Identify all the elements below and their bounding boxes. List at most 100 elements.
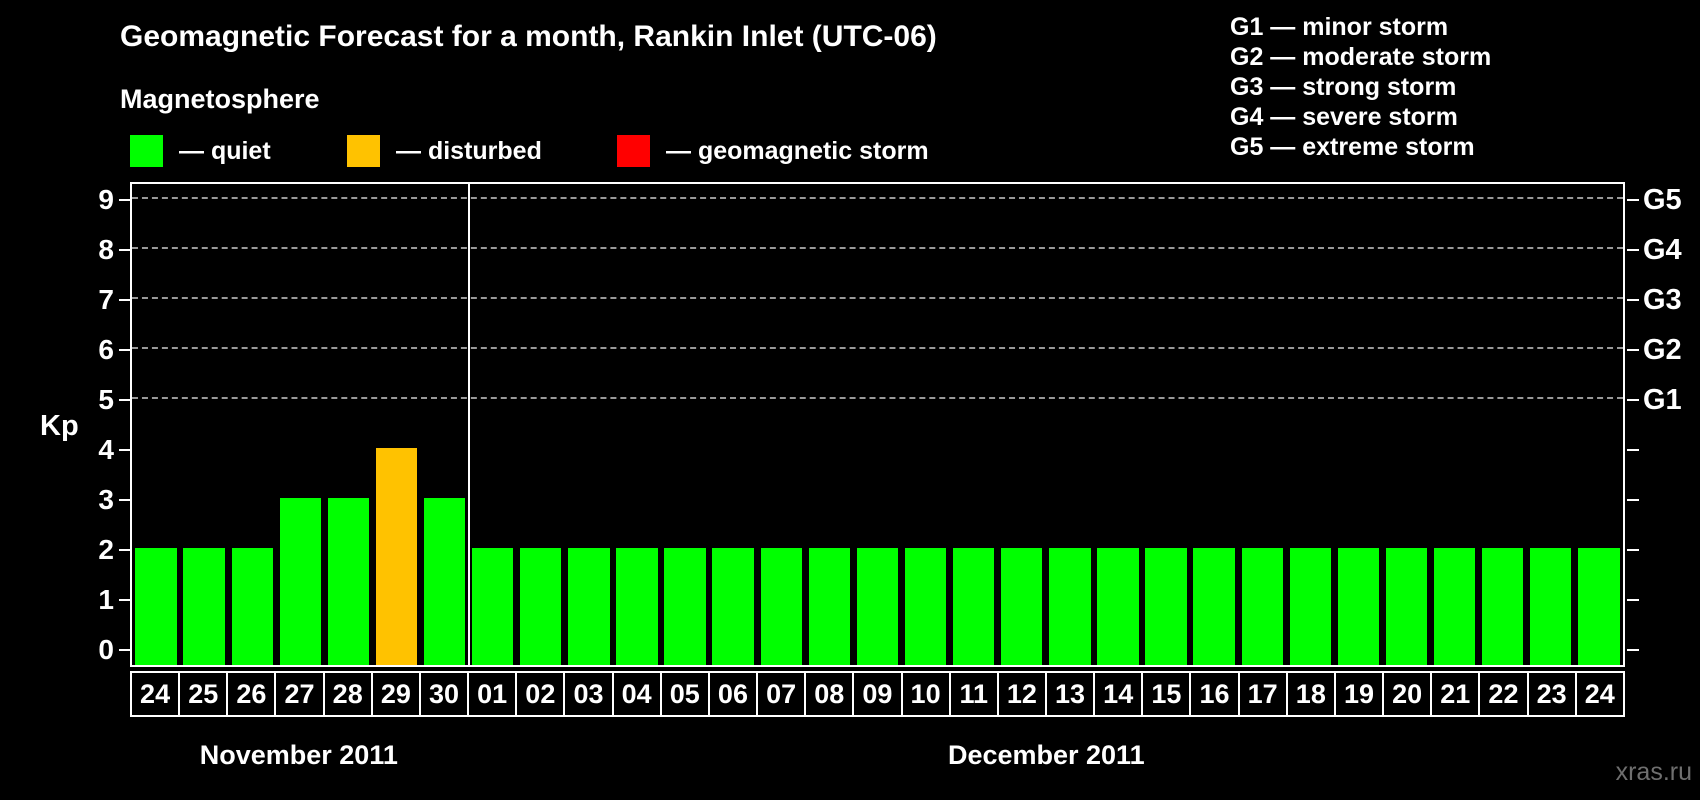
y-axis-ticks-left bbox=[119, 182, 131, 667]
g-axis-labels: G1 G2 G3 G4 G5 bbox=[1643, 182, 1700, 667]
y-tick-label-6: 6 bbox=[98, 334, 114, 365]
legend-item-storm: — geomagnetic storm bbox=[617, 134, 929, 168]
bar-slot bbox=[1382, 184, 1430, 665]
bar-day-24 bbox=[1578, 548, 1620, 665]
g-axis-label-g2: G2 bbox=[1643, 334, 1682, 366]
y-tick-4-left bbox=[119, 449, 131, 451]
y-tick-8-left bbox=[119, 249, 131, 251]
bar-day-25 bbox=[183, 548, 225, 665]
bar-day-20 bbox=[1385, 548, 1428, 665]
bar-slot bbox=[276, 184, 324, 665]
bar-day-08 bbox=[808, 548, 851, 665]
bar-day-26 bbox=[231, 548, 273, 665]
y-tick-4-right bbox=[1627, 449, 1639, 451]
day-label: 28 bbox=[322, 671, 373, 717]
bar-slot bbox=[902, 184, 950, 665]
day-label: 12 bbox=[996, 671, 1047, 717]
day-label: 24 bbox=[130, 671, 181, 717]
g-axis-label-g3: G3 bbox=[1643, 284, 1682, 316]
bars-container bbox=[132, 184, 1623, 665]
g-scale-legend-item-g5: G5 — extreme storm bbox=[1230, 133, 1475, 161]
legend-item-label: — disturbed bbox=[396, 136, 542, 165]
bar-slot bbox=[180, 184, 228, 665]
day-label: 25 bbox=[178, 671, 229, 717]
month-label: December 2011 bbox=[947, 740, 1145, 770]
bar-day-04 bbox=[616, 548, 658, 665]
legend-item-label: — geomagnetic storm bbox=[666, 136, 929, 165]
day-label: 07 bbox=[756, 671, 807, 717]
day-label: 06 bbox=[707, 671, 759, 717]
y-tick-1-right bbox=[1627, 599, 1639, 601]
y-tick-6-right bbox=[1627, 349, 1639, 351]
y-tick-9-right bbox=[1627, 199, 1639, 201]
bar-slot bbox=[469, 184, 517, 665]
day-label: 26 bbox=[226, 671, 277, 717]
gridline-kp-5 bbox=[132, 397, 1623, 399]
bar-day-28 bbox=[327, 498, 370, 665]
bar-slot bbox=[565, 184, 613, 665]
y-tick-2-right bbox=[1627, 549, 1639, 551]
bar-slot bbox=[1527, 184, 1575, 665]
y-tick-7-right bbox=[1627, 299, 1639, 301]
bar-slot bbox=[709, 184, 757, 665]
day-label: 21 bbox=[1430, 671, 1481, 717]
g-scale-legend-item-g4: G4 — severe storm bbox=[1230, 103, 1458, 131]
day-label: 23 bbox=[1526, 671, 1577, 717]
bar-slot bbox=[421, 184, 469, 665]
bar-day-01 bbox=[472, 548, 514, 665]
watermark: xras.ru bbox=[1615, 758, 1692, 786]
y-tick-5-left bbox=[119, 399, 131, 401]
y-tick-6-left bbox=[119, 349, 131, 351]
g-scale-legend-item-g3: G3 — strong storm bbox=[1230, 73, 1457, 101]
y-tick-8-right bbox=[1627, 249, 1639, 251]
bar-slot bbox=[1046, 184, 1094, 665]
day-label: 18 bbox=[1285, 671, 1336, 717]
bar-slot bbox=[1431, 184, 1479, 665]
legend-item-disturbed: — disturbed bbox=[347, 134, 542, 168]
bar-slot bbox=[1094, 184, 1142, 665]
y-tick-9-left bbox=[119, 199, 131, 201]
day-label: 27 bbox=[274, 671, 325, 717]
y-axis-title: Kp bbox=[40, 410, 79, 442]
bar-slot bbox=[1238, 184, 1286, 665]
bar-day-02 bbox=[520, 548, 562, 665]
month-separator-line bbox=[467, 184, 470, 665]
quiet-color-swatch bbox=[130, 135, 163, 167]
bar-day-30 bbox=[423, 498, 466, 665]
plot-area bbox=[130, 182, 1625, 667]
y-tick-label-0: 0 bbox=[98, 634, 114, 665]
bar-slot bbox=[517, 184, 565, 665]
legend-item-quiet: — quiet bbox=[130, 134, 271, 168]
day-label: 04 bbox=[611, 671, 662, 717]
bar-day-03 bbox=[568, 548, 610, 665]
bar-slot bbox=[1190, 184, 1238, 665]
bar-day-06 bbox=[712, 548, 754, 665]
y-tick-label-8: 8 bbox=[98, 234, 114, 265]
gridline-kp-8 bbox=[132, 247, 1623, 249]
day-label: 29 bbox=[370, 671, 421, 717]
y-tick-label-4: 4 bbox=[98, 434, 114, 465]
bar-slot bbox=[757, 184, 805, 665]
bar-slot bbox=[661, 184, 709, 665]
y-tick-label-9: 9 bbox=[98, 184, 114, 215]
bar-slot bbox=[132, 184, 180, 665]
y-tick-label-2: 2 bbox=[98, 534, 114, 565]
g-scale-legend: G1 — minor storm G2 — moderate storm G3 … bbox=[1230, 12, 1491, 162]
bar-slot bbox=[324, 184, 372, 665]
bar-day-22 bbox=[1481, 548, 1524, 665]
disturbed-color-swatch bbox=[347, 135, 380, 167]
bar-day-21 bbox=[1433, 548, 1476, 665]
bar-day-27 bbox=[279, 498, 321, 665]
y-tick-0-left bbox=[119, 649, 131, 651]
bar-day-11 bbox=[952, 548, 995, 665]
storm-color-swatch bbox=[617, 135, 650, 167]
bar-slot bbox=[372, 184, 420, 665]
y-tick-label-1: 1 bbox=[98, 584, 114, 615]
bar-slot bbox=[1286, 184, 1334, 665]
bar-slot bbox=[853, 184, 901, 665]
bar-day-14 bbox=[1097, 548, 1139, 665]
month-label: November 2011 bbox=[199, 740, 398, 770]
g-scale-legend-item-g2: G2 — moderate storm bbox=[1230, 43, 1492, 71]
y-tick-label-7: 7 bbox=[98, 284, 114, 315]
g-axis-label-g4: G4 bbox=[1643, 234, 1682, 266]
